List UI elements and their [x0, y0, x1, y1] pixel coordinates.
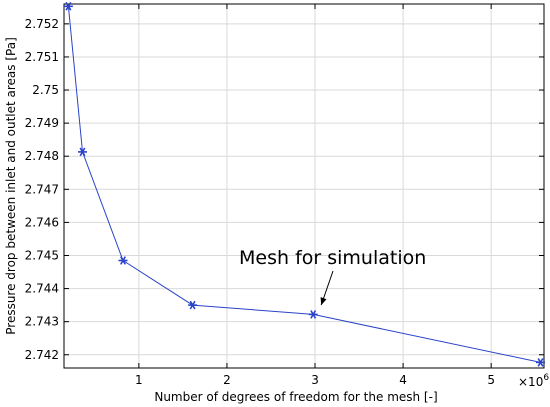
x-axis-label: Number of degrees of freedom for the mes… [154, 390, 437, 404]
data-series [63, 1, 545, 367]
x-tick-label: 5 [487, 373, 495, 387]
axis-ticks: 1 2 3 4 5 2.742 2.743 2.744 2.745 2.746 2.747 2.748… [25, 4, 544, 387]
annotations: Mesh for simulation [239, 247, 426, 306]
data-point-stroke [79, 147, 86, 157]
x-tick-label: 4 [399, 373, 407, 387]
y-tick-label: 2.749 [25, 116, 59, 130]
x-tick-label: 1 [135, 373, 143, 387]
data-point-stroke [120, 256, 126, 265]
y-tick-label: 2.752 [25, 17, 59, 31]
data-point-stroke [537, 358, 544, 367]
data-point-stroke [65, 1, 72, 11]
data-point-stroke [310, 310, 317, 319]
data-point-stroke [189, 300, 196, 310]
y-tick-label: 2.746 [25, 215, 59, 229]
plot-frame [63, 3, 545, 369]
x-axis-multiplier: ×106 [518, 373, 549, 389]
x-axis-multiplier-exponent: 6 [543, 373, 549, 383]
y-axis-label: Pressure drop between inlet and outlet a… [4, 37, 18, 335]
series-line [67, 6, 541, 363]
y-tick-label: 2.751 [25, 50, 59, 64]
data-point [63, 1, 73, 11]
y-tick-label: 2.742 [25, 348, 59, 362]
y-tick-label: 2.743 [25, 315, 59, 329]
y-tick-label: 2.748 [25, 149, 59, 163]
data-point [308, 310, 318, 319]
x-tick-label: 3 [311, 373, 319, 387]
x-axis-multiplier-base: ×10 [518, 375, 543, 389]
x-tick-label: 2 [223, 373, 231, 387]
annotation-text: Mesh for simulation [239, 247, 426, 269]
data-point [78, 147, 87, 157]
y-tick-label: 2.747 [25, 182, 59, 196]
annotation-arrow-head [320, 297, 327, 306]
data-point [536, 358, 545, 367]
y-tick-label: 2.745 [25, 248, 59, 262]
data-point [118, 256, 128, 265]
y-tick-label: 2.75 [32, 83, 59, 97]
grid-lines [64, 4, 544, 368]
data-point [188, 300, 198, 310]
y-tick-label: 2.744 [25, 282, 59, 296]
